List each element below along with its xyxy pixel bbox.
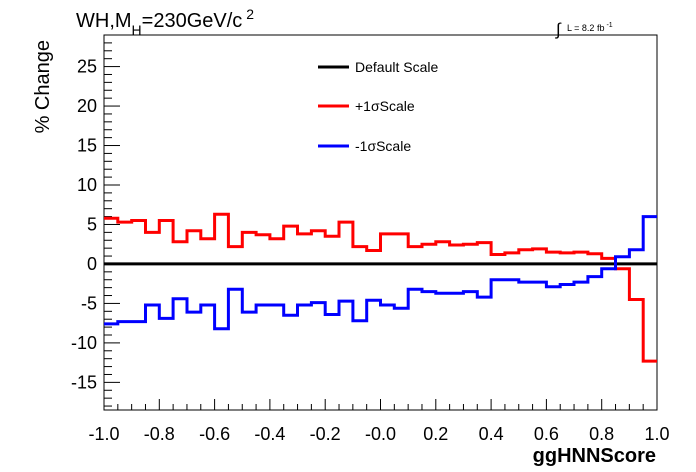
x-tick-label: -1.0 [88,424,119,444]
series-minus1sigma-scale [104,215,657,331]
legend-label-plus1sigma: +1σScale [355,98,415,114]
legend-label-default: Default Scale [355,59,438,75]
x-tick-label: -0.8 [144,424,175,444]
x-tick-label: 0.6 [534,424,559,444]
chart-title: WH,MH=230GeV/c 2 [76,6,254,38]
x-axis-label: ggHNNScore [533,445,656,467]
legend-label-minus1sigma: -1σScale [355,138,411,154]
x-tick-label: -0.6 [199,424,230,444]
y-tick-label: 20 [77,96,97,116]
y-tick-label: -15 [71,372,97,392]
y-tick-label: 5 [87,214,97,234]
x-tick-label: 0.8 [589,424,614,444]
y-tick-label: -5 [81,293,97,313]
lumi-label: L = 8.2 fb [567,23,604,33]
x-tick-label: -0.4 [254,424,285,444]
series-plus1sigma-scale [104,212,657,363]
y-tick-label: 10 [77,175,97,195]
chart-title-subscript: H [132,22,142,38]
chart-title-rest: =230GeV/c [142,10,243,32]
y-tick-label: 15 [77,136,97,156]
chart-title-main: WH,M [76,10,132,32]
x-tick-label: 0.2 [423,424,448,444]
x-tick-label: 0.4 [479,424,504,444]
legend: Default Scale +1σScale -1σScale [318,59,438,154]
x-tick-label: 1.0 [644,424,669,444]
y-axis-label: % Change [32,40,54,133]
y-tick-label: 0 [87,254,97,274]
y-tick-label: 25 [77,57,97,77]
chart-title-superscript: 2 [246,6,254,22]
y-tick-label: -10 [71,333,97,353]
x-tick-label: -0.0 [365,424,396,444]
x-tick-label: -0.2 [310,424,341,444]
lumi-annotation: L = 8.2 fb -1 [567,22,613,33]
lumi-superscript: -1 [606,22,612,29]
lumi-integral-sign: ∫ [555,20,562,39]
